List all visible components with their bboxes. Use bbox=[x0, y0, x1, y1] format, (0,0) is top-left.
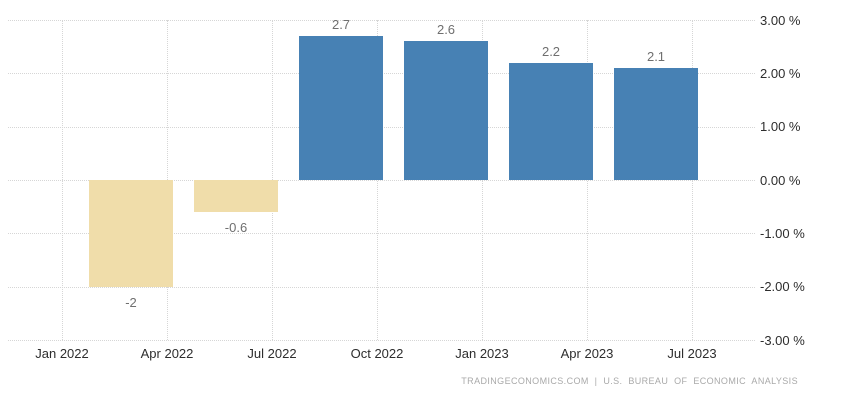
bar-value-label: 2.6 bbox=[436, 22, 456, 38]
bar bbox=[299, 36, 383, 180]
x-axis-label: Jul 2023 bbox=[667, 346, 717, 361]
y-axis-label: 1.00 % bbox=[760, 119, 801, 135]
h-gridline bbox=[8, 233, 755, 235]
y-axis-label: -3.00 % bbox=[760, 332, 805, 348]
bar bbox=[509, 62, 593, 180]
bar-value-label: 2.2 bbox=[541, 43, 561, 59]
v-gridline bbox=[587, 20, 588, 340]
x-axis-label: Apr 2023 bbox=[560, 346, 614, 361]
h-gridline bbox=[8, 340, 755, 341]
h-gridline bbox=[8, 286, 755, 288]
bar bbox=[614, 68, 698, 180]
bar bbox=[89, 180, 173, 287]
bar-value-label: -0.6 bbox=[224, 220, 248, 235]
y-axis-label: 0.00 % bbox=[760, 172, 801, 188]
h-gridline bbox=[8, 20, 755, 21]
x-axis-label: Jul 2022 bbox=[247, 346, 297, 361]
bar-value-label: 2.7 bbox=[331, 17, 351, 32]
v-gridline bbox=[692, 20, 693, 340]
bar bbox=[404, 41, 488, 180]
x-axis-label: Apr 2022 bbox=[140, 346, 194, 361]
y-axis-label: 3.00 % bbox=[760, 12, 801, 28]
bar bbox=[194, 180, 278, 212]
y-axis-label: -1.00 % bbox=[760, 225, 805, 241]
v-gridline bbox=[482, 20, 483, 340]
x-axis-label: Jan 2022 bbox=[35, 346, 89, 361]
v-gridline bbox=[377, 20, 378, 340]
x-axis-label: Oct 2022 bbox=[350, 346, 404, 361]
bar-value-label: -2 bbox=[125, 294, 137, 310]
source-attribution: TRADINGECONOMICS.COM | U.S. BUREAU OF EC… bbox=[461, 376, 798, 386]
bar-value-label: 2.1 bbox=[646, 49, 666, 64]
y-axis-label: -2.00 % bbox=[760, 279, 805, 295]
h-gridline bbox=[8, 180, 755, 181]
x-axis-label: Jan 2023 bbox=[455, 346, 509, 361]
v-gridline bbox=[62, 20, 63, 340]
y-axis-label: 2.00 % bbox=[760, 65, 801, 81]
